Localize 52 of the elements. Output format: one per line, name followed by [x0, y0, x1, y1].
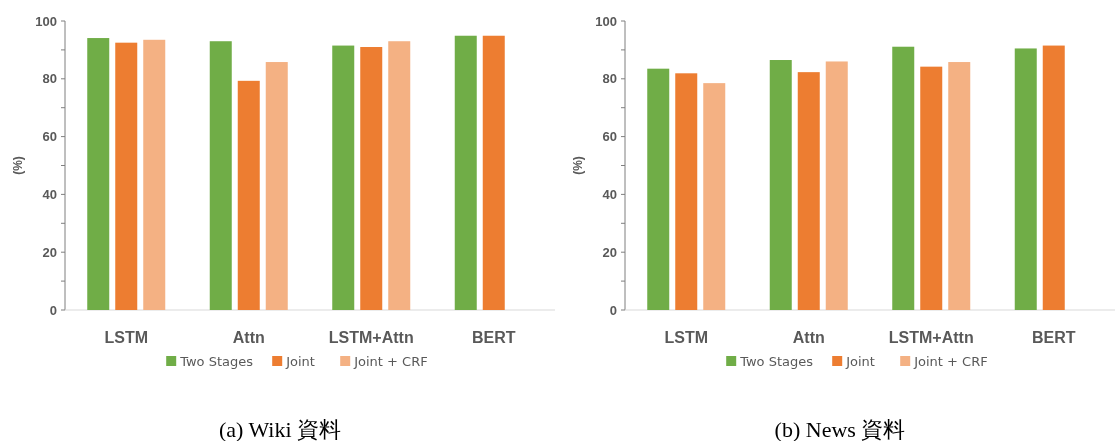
y-tick-label: 80	[42, 71, 57, 87]
y-tick-label: 0	[609, 302, 617, 318]
bar	[769, 60, 792, 310]
bar	[115, 42, 138, 310]
bar	[454, 35, 477, 310]
bar	[797, 72, 820, 310]
bar	[482, 35, 505, 310]
y-tick-label: 0	[49, 302, 57, 318]
bar	[948, 62, 971, 310]
y-tick-label: 80	[602, 71, 617, 87]
bar	[1014, 48, 1037, 310]
y-tick-label: 60	[602, 129, 617, 145]
legend-label: Joint	[845, 354, 875, 369]
legend-label: Joint	[285, 354, 315, 369]
bar	[332, 45, 355, 310]
bar	[920, 66, 943, 310]
x-tick-label: BERT	[1031, 329, 1076, 346]
y-tick-label: 60	[42, 129, 57, 145]
bar	[1042, 45, 1065, 310]
bar	[237, 80, 260, 310]
y-tick-label: 40	[42, 186, 57, 202]
x-tick-label: LSTM	[104, 329, 149, 346]
y-axis-title: (%)	[11, 156, 25, 175]
bar	[209, 41, 232, 310]
x-tick-label: BERT	[471, 329, 516, 346]
bar	[675, 73, 698, 310]
x-tick-label: LSTM	[664, 329, 709, 346]
x-tick-label: Attn	[792, 329, 825, 346]
x-tick-label: Attn	[232, 329, 265, 346]
x-tick-label: LSTM+Attn	[888, 329, 974, 346]
bar	[143, 39, 166, 310]
legend-label: Two Stages	[739, 354, 814, 369]
y-tick-label: 40	[602, 186, 617, 202]
legend-label: Two Stages	[179, 354, 254, 369]
legend-label: Joint + CRF	[913, 354, 988, 369]
bar	[703, 83, 726, 310]
text: (a) Wiki 資料	[218, 417, 342, 441]
bar	[892, 46, 915, 310]
bar	[647, 68, 670, 310]
text: (b) News 資料	[774, 417, 906, 441]
y-tick-label: 20	[602, 244, 617, 260]
bar	[360, 47, 383, 310]
x-tick-label: LSTM+Attn	[328, 329, 414, 346]
y-tick-label: 100	[35, 13, 57, 29]
y-axis-title: (%)	[571, 156, 585, 175]
bar	[825, 61, 848, 310]
bar	[265, 62, 288, 310]
y-tick-label: 100	[595, 13, 617, 29]
y-tick-label: 20	[42, 244, 57, 260]
legend-label: Joint + CRF	[353, 354, 428, 369]
bar	[87, 38, 110, 310]
bar	[388, 41, 411, 310]
